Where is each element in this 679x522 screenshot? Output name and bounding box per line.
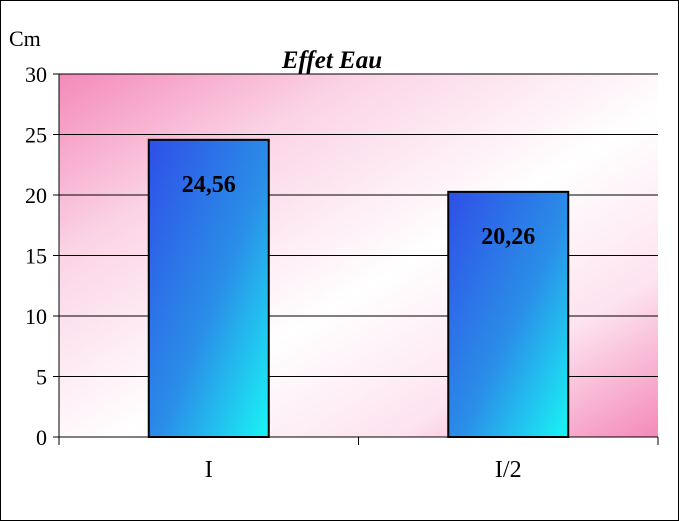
y-tick-label: 15 xyxy=(25,244,47,269)
x-category-label: I/2 xyxy=(495,457,522,483)
chart-title: Effet Eau xyxy=(281,47,382,74)
y-tick-label: 5 xyxy=(36,365,47,390)
bar-data-label: 24,56 xyxy=(182,172,236,198)
y-tick-label: 25 xyxy=(25,123,47,148)
bar xyxy=(147,138,270,438)
y-tick-label: 10 xyxy=(25,304,47,329)
bars xyxy=(147,138,570,438)
y-tick-label: 20 xyxy=(25,183,47,208)
y-tick-label: 30 xyxy=(25,62,47,87)
x-category-label: I xyxy=(205,457,213,483)
y-tick-label: 0 xyxy=(36,425,47,450)
bar-data-label: 20,26 xyxy=(481,224,535,250)
y-axis-unit-label: Cm xyxy=(9,26,41,51)
axes xyxy=(53,73,659,445)
labels: 0 5 10 15 20 25 30 24,56 I 20,26 I/2 xyxy=(25,62,535,483)
